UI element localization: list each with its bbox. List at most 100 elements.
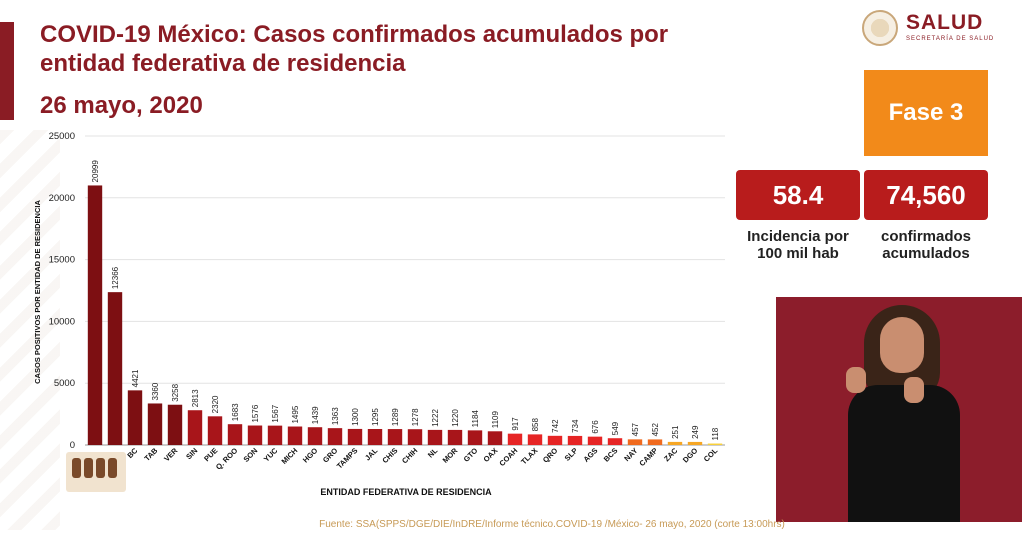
category-label: NL [426, 446, 440, 460]
bar-value-label: 676 [591, 420, 600, 434]
illustration-figure [84, 458, 93, 478]
interpreter-left-hand [846, 367, 866, 393]
y-axis-ticks: 0 5000 10000 15000 20000 25000 [49, 131, 75, 451]
bar [507, 433, 523, 445]
bar-value-label: 1278 [411, 408, 420, 426]
bar-value-label: 1363 [331, 407, 340, 425]
bar-value-label: 452 [651, 423, 660, 437]
bar-value-label: 734 [571, 419, 580, 433]
category-label: CAMP [637, 446, 659, 468]
bar-value-label: 549 [611, 421, 620, 435]
bar [327, 428, 343, 445]
bar [367, 428, 383, 445]
bar [527, 434, 543, 445]
bar [287, 426, 303, 445]
bar-value-label: 3360 [151, 382, 160, 400]
source-text: Fuente: SSA(SPPS/DGE/DIE/InDRE/Informe t… [319, 519, 785, 530]
category-label: HGO [301, 446, 320, 465]
sign-language-interpreter-video [776, 297, 1022, 522]
category-label: CHIH [400, 446, 419, 465]
category-label: SIN [184, 446, 199, 461]
bar [127, 390, 143, 445]
bar [387, 429, 403, 445]
bar [307, 427, 323, 445]
bar [547, 435, 563, 445]
bar-value-label: 917 [511, 417, 520, 431]
bar [247, 425, 263, 445]
logo-subtitle: SECRETARÍA DE SALUD [906, 36, 995, 42]
salud-logo: SALUD SECRETARÍA DE SALUD [862, 8, 1012, 48]
bar-value-label: 251 [671, 425, 680, 439]
report-date: 26 mayo, 2020 [40, 92, 203, 119]
category-label: TLAX [519, 446, 539, 466]
interpreter-right-hand [904, 377, 924, 403]
category-label: COL [702, 446, 720, 464]
bar-value-label: 12366 [111, 266, 120, 289]
bar [227, 424, 243, 445]
bar [467, 430, 483, 445]
bar-value-label: 1289 [391, 408, 400, 426]
bar-value-label: 249 [691, 425, 700, 439]
category-label: YUC [262, 446, 280, 464]
illustration-figure [72, 458, 81, 478]
bar [407, 429, 423, 445]
illustration-figure [108, 458, 117, 478]
bar-value-label: 1300 [351, 408, 360, 426]
bar [427, 429, 443, 445]
category-label: GTO [462, 446, 480, 464]
phase-badge: Fase 3 [864, 70, 988, 156]
category-label: CHIS [380, 446, 399, 465]
incidence-label-line1: Incidencia por [747, 228, 849, 245]
category-label: AGS [582, 446, 600, 464]
bar-value-labels: 20999 12366 4421 3360 3258 2813 2320 1683 1576 15… [91, 160, 720, 441]
category-label: BCS [602, 446, 620, 464]
chart-bars [87, 185, 723, 445]
bar [267, 425, 283, 445]
category-label: ZAC [662, 446, 680, 464]
bar-value-label: 1220 [451, 409, 460, 427]
x-axis-label: ENTIDAD FEDERATIVA DE RESIDENCIA [320, 487, 492, 497]
bar [147, 403, 163, 445]
bar [627, 439, 643, 445]
bar [347, 428, 363, 445]
confirmed-label-line2: acumulados [882, 245, 970, 262]
bar [107, 292, 123, 445]
interpreter-torso [848, 385, 960, 522]
category-label: NAY [622, 446, 639, 463]
bar [667, 441, 683, 445]
y-axis-label: CASOS POSITIVOS POR ENTIDAD DE RESIDENCI… [33, 200, 42, 384]
bar-value-label: 1495 [291, 405, 300, 423]
bar-value-label: 2320 [211, 395, 220, 413]
category-label: MICH [279, 446, 299, 466]
bar-value-label: 1567 [271, 404, 280, 422]
bar [567, 435, 583, 445]
bar-value-label: 1295 [371, 408, 380, 426]
bar-value-label: 1184 [471, 410, 480, 428]
category-label: SON [242, 446, 260, 464]
category-label: TAMPS [335, 446, 360, 471]
y-tick-label: 0 [70, 440, 75, 451]
incidence-label: Incidencia por 100 mil hab [730, 228, 866, 262]
y-tick-label: 25000 [49, 131, 75, 142]
bar-value-label: 1439 [311, 406, 320, 424]
bar-value-label: 2813 [191, 389, 200, 407]
background-ornament [0, 130, 60, 530]
bar-value-label: 742 [551, 419, 560, 433]
category-label: PUE [202, 446, 219, 463]
bar [487, 431, 503, 445]
confirmed-value: 74,560 [864, 170, 988, 220]
category-label: JAL [363, 446, 380, 463]
y-tick-label: 10000 [49, 316, 75, 327]
y-tick-label: 15000 [49, 255, 75, 266]
incidence-value: 58.4 [736, 170, 860, 220]
category-label: COAH [497, 446, 519, 468]
category-label: QRO [541, 446, 560, 465]
bar-chart: 0 5000 10000 15000 20000 25000 20999 12366 4421… [33, 131, 725, 497]
bar [87, 185, 103, 445]
bar-value-label: 118 [711, 427, 720, 440]
bar-value-label: 20999 [91, 160, 100, 183]
confirmed-label: confirmados acumulados [860, 228, 992, 262]
category-label: SLP [563, 446, 580, 463]
bar-value-label: 1109 [491, 411, 500, 429]
bar-value-label: 457 [631, 422, 640, 436]
